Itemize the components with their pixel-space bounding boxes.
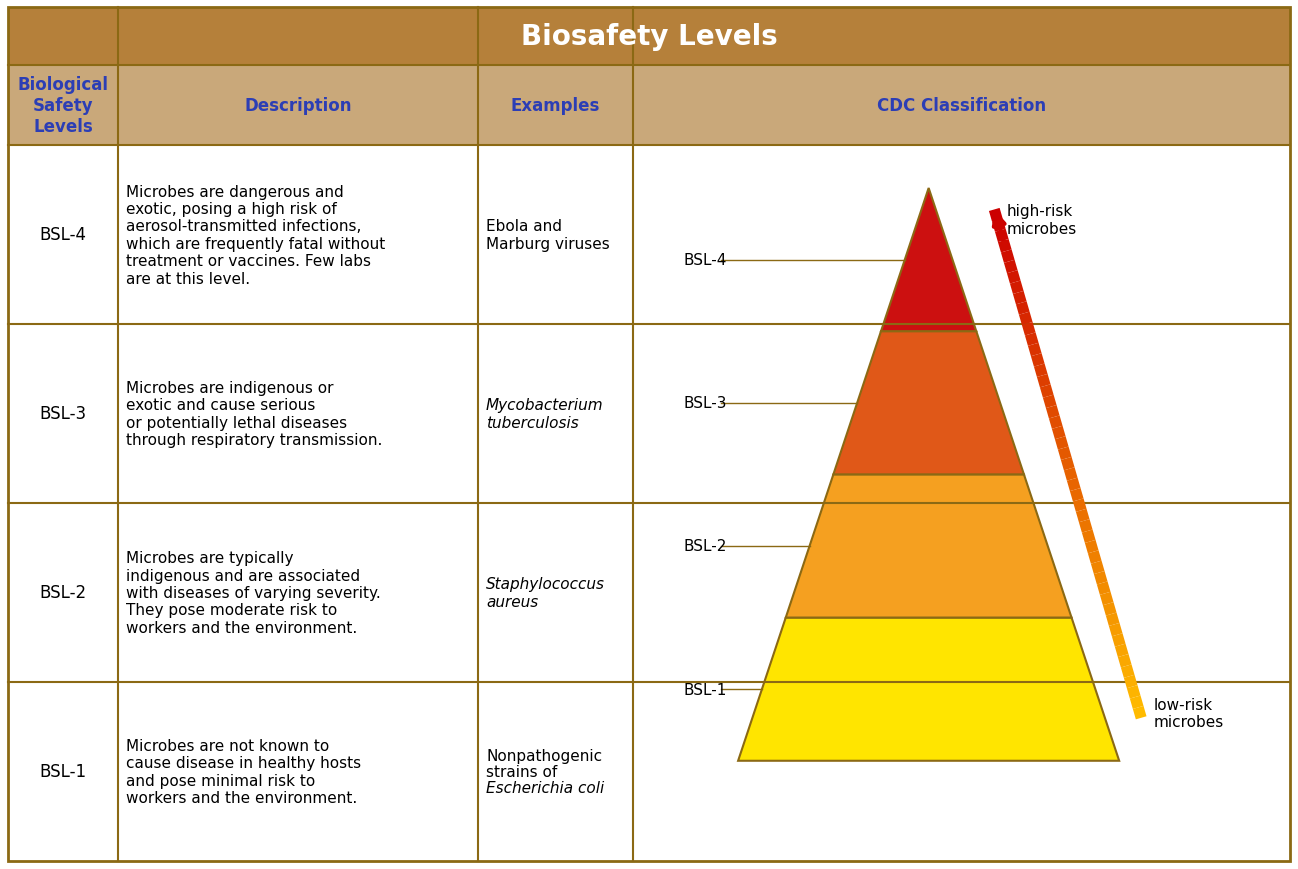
Text: Description: Description [244, 96, 352, 115]
Text: Mycobacterium
tuberculosis: Mycobacterium tuberculosis [485, 398, 604, 430]
Text: strains of: strains of [485, 764, 557, 779]
Text: Escherichia coli: Escherichia coli [485, 780, 605, 795]
FancyBboxPatch shape [8, 66, 1290, 146]
Text: high-risk
microbes: high-risk microbes [1006, 204, 1076, 236]
FancyBboxPatch shape [8, 146, 1290, 861]
Text: Microbes are typically
indigenous and are associated
with diseases of varying se: Microbes are typically indigenous and ar… [126, 551, 380, 635]
Text: BSL-3: BSL-3 [39, 405, 87, 423]
Text: BSL-1: BSL-1 [39, 763, 87, 780]
Text: BSL-4: BSL-4 [39, 226, 87, 244]
Text: Microbes are dangerous and
exotic, posing a high risk of
aerosol-transmitted inf: Microbes are dangerous and exotic, posin… [126, 184, 386, 286]
Text: CDC Classification: CDC Classification [877, 96, 1046, 115]
Text: Biosafety Levels: Biosafety Levels [520, 23, 778, 51]
Polygon shape [881, 189, 976, 332]
Polygon shape [785, 474, 1072, 618]
Text: Ebola and
Marburg viruses: Ebola and Marburg viruses [485, 219, 610, 251]
Text: low-risk
microbes: low-risk microbes [1153, 697, 1224, 729]
Text: BSL-2: BSL-2 [683, 539, 727, 554]
Text: Examples: Examples [511, 96, 600, 115]
Text: Microbes are not known to
cause disease in healthy hosts
and pose minimal risk t: Microbes are not known to cause disease … [126, 738, 361, 806]
FancyBboxPatch shape [8, 8, 1290, 66]
Text: Biological
Safety
Levels: Biological Safety Levels [17, 76, 109, 136]
Polygon shape [739, 618, 1119, 761]
Text: Nonpathogenic: Nonpathogenic [485, 748, 602, 763]
Text: BSL-1: BSL-1 [683, 682, 727, 697]
Text: Microbes are indigenous or
exotic and cause serious
or potentially lethal diseas: Microbes are indigenous or exotic and ca… [126, 381, 383, 448]
Text: BSL-2: BSL-2 [39, 584, 87, 602]
Text: BSL-3: BSL-3 [683, 395, 727, 411]
Text: BSL-4: BSL-4 [683, 253, 727, 268]
Polygon shape [833, 332, 1024, 474]
Text: Staphylococcus
aureus: Staphylococcus aureus [485, 577, 605, 609]
